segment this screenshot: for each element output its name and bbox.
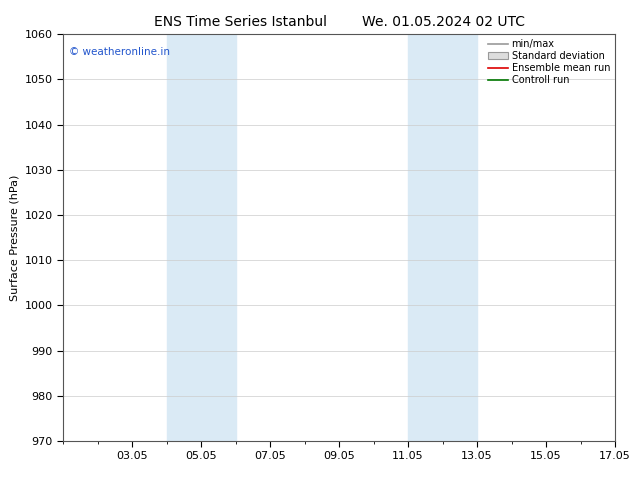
Legend: min/max, Standard deviation, Ensemble mean run, Controll run: min/max, Standard deviation, Ensemble me…	[486, 37, 612, 87]
Y-axis label: Surface Pressure (hPa): Surface Pressure (hPa)	[10, 174, 19, 301]
Title: ENS Time Series Istanbul        We. 01.05.2024 02 UTC: ENS Time Series Istanbul We. 01.05.2024 …	[153, 15, 525, 29]
Bar	[167, 34, 236, 441]
Bar	[408, 34, 477, 441]
Text: © weatheronline.in: © weatheronline.in	[69, 47, 170, 56]
